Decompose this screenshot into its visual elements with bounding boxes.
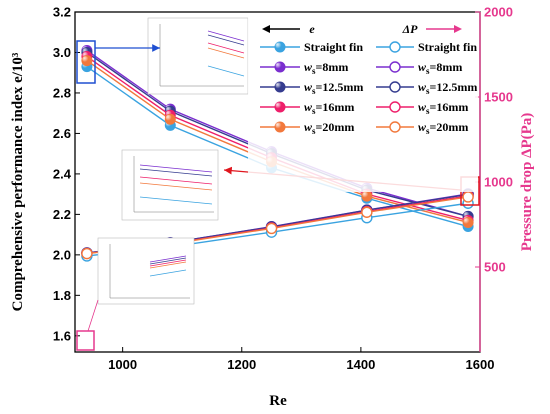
legend-marker-highlight: [275, 122, 282, 129]
legend-label-e: ws=8mm: [304, 60, 348, 76]
y-right-tick-label: 2000: [484, 5, 513, 20]
marker-e-highlight: [362, 191, 369, 198]
legend-marker-dp: [389, 101, 401, 113]
legend-marker-highlight: [275, 102, 282, 109]
x-tick-label: 1000: [108, 357, 137, 372]
marker-dp-ws-20mm: [462, 191, 474, 203]
marker-e-highlight: [165, 114, 172, 121]
legend-label-dp: Straight fin: [418, 40, 477, 54]
legend-marker-dp: [389, 41, 401, 53]
x-tick-label: 1400: [346, 357, 375, 372]
y-right-tick-label: 1500: [484, 90, 513, 105]
legend-marker-dp: [389, 121, 401, 133]
legend-marker-dp: [389, 61, 401, 73]
legend-label-e: Straight fin: [304, 40, 363, 54]
y-axis-right-label: Pressure drop ΔP(Pa): [519, 113, 535, 252]
y-tick-label: 1.8: [53, 288, 71, 303]
y-tick-label: 2.2: [53, 207, 71, 222]
legend-label-e: ws=20mm: [304, 120, 354, 136]
y-axis-label: Comprehensive performance index e/10³: [10, 52, 26, 311]
y-tick-label: 2.0: [53, 247, 71, 262]
highlight-box-top-left: [76, 40, 96, 84]
legend-label-e: ws=12.5mm: [304, 80, 363, 96]
marker-e-highlight: [82, 56, 89, 63]
y-tick-label: 2.4: [53, 166, 72, 181]
legend-header-e: e: [309, 22, 315, 36]
legend-label-dp: ws=20mm: [418, 120, 468, 136]
marker-e-highlight: [463, 217, 470, 224]
legend-marker-highlight: [275, 42, 282, 49]
marker-dp-ws-20mm: [265, 222, 278, 235]
x-axis-label: Re: [269, 393, 287, 409]
legend-header-dp: ΔP: [402, 22, 419, 36]
marker-dp-ws-20mm: [361, 206, 373, 218]
legend: e ΔP Straight fin ws=8mm ws=12.5mm ws=16mm w…: [248, 14, 478, 192]
highlight-box-bottom-left: [76, 330, 95, 351]
x-tick-label: 1600: [466, 357, 495, 372]
legend-arrow-left-head: [262, 25, 270, 33]
legend-marker-highlight: [275, 82, 282, 89]
legend-marker-highlight: [275, 62, 282, 69]
inset-top: [147, 17, 249, 95]
axis-layer: 1000 1200 1400 1600 1.6 1.8 2.0 2.2 2.4 2.6 2.8 3.0…: [53, 5, 513, 373]
x-tick-label: 1200: [227, 357, 256, 372]
y-tick-label: 3.2: [53, 5, 71, 20]
legend-label-e: ws=16mm: [304, 100, 354, 116]
marker-dp-ws-20mm: [81, 247, 93, 260]
inset-bottom: [97, 237, 195, 305]
y-right-tick-label: 500: [484, 260, 506, 275]
inset-middle: [121, 149, 219, 221]
legend-label-dp: ws=8mm: [418, 60, 462, 76]
y-right-tick-label: 1000: [484, 175, 513, 190]
y-tick-label: 2.6: [53, 126, 71, 141]
y-tick-label: 2.8: [53, 85, 71, 100]
legend-arrow-right-head: [454, 25, 462, 33]
legend-label-dp: ws=12.5mm: [418, 80, 477, 96]
y-tick-label: 1.6: [53, 328, 71, 343]
legend-marker-dp: [389, 81, 401, 93]
y-tick-label: 3.0: [53, 45, 71, 60]
pointer-connector-pink: [87, 299, 99, 332]
legend-label-dp: ws=16mm: [418, 100, 468, 116]
